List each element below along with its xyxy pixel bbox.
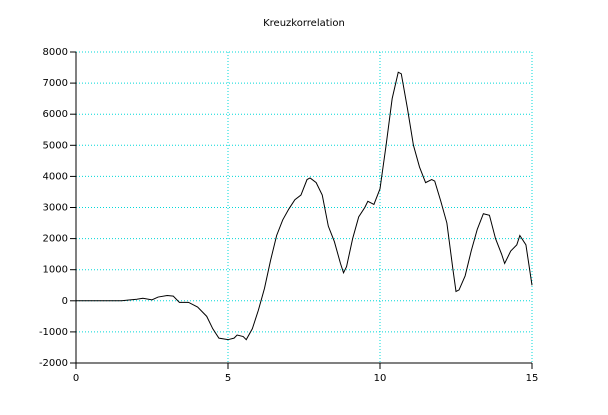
x-tick-label: 10 <box>374 373 387 384</box>
y-tick-label: 4000 <box>43 171 68 182</box>
y-tick-label: 6000 <box>43 109 68 120</box>
y-tick-label: -1000 <box>39 327 68 338</box>
y-tick-label: 1000 <box>43 265 68 276</box>
x-tick-label: 5 <box>225 373 231 384</box>
y-tick-label: 7000 <box>43 78 68 89</box>
y-tick-label: 3000 <box>43 203 68 214</box>
x-tick-label: 0 <box>73 373 79 384</box>
y-tick-label: -2000 <box>39 358 68 369</box>
x-tick-label: 15 <box>526 373 539 384</box>
y-tick-label: 8000 <box>43 47 68 58</box>
y-tick-label: 0 <box>62 296 68 307</box>
y-tick-label: 5000 <box>43 140 68 151</box>
y-tick-label: 2000 <box>43 234 68 245</box>
chart-title: Kreuzkorrelation <box>263 18 345 29</box>
line-series <box>76 71 533 341</box>
